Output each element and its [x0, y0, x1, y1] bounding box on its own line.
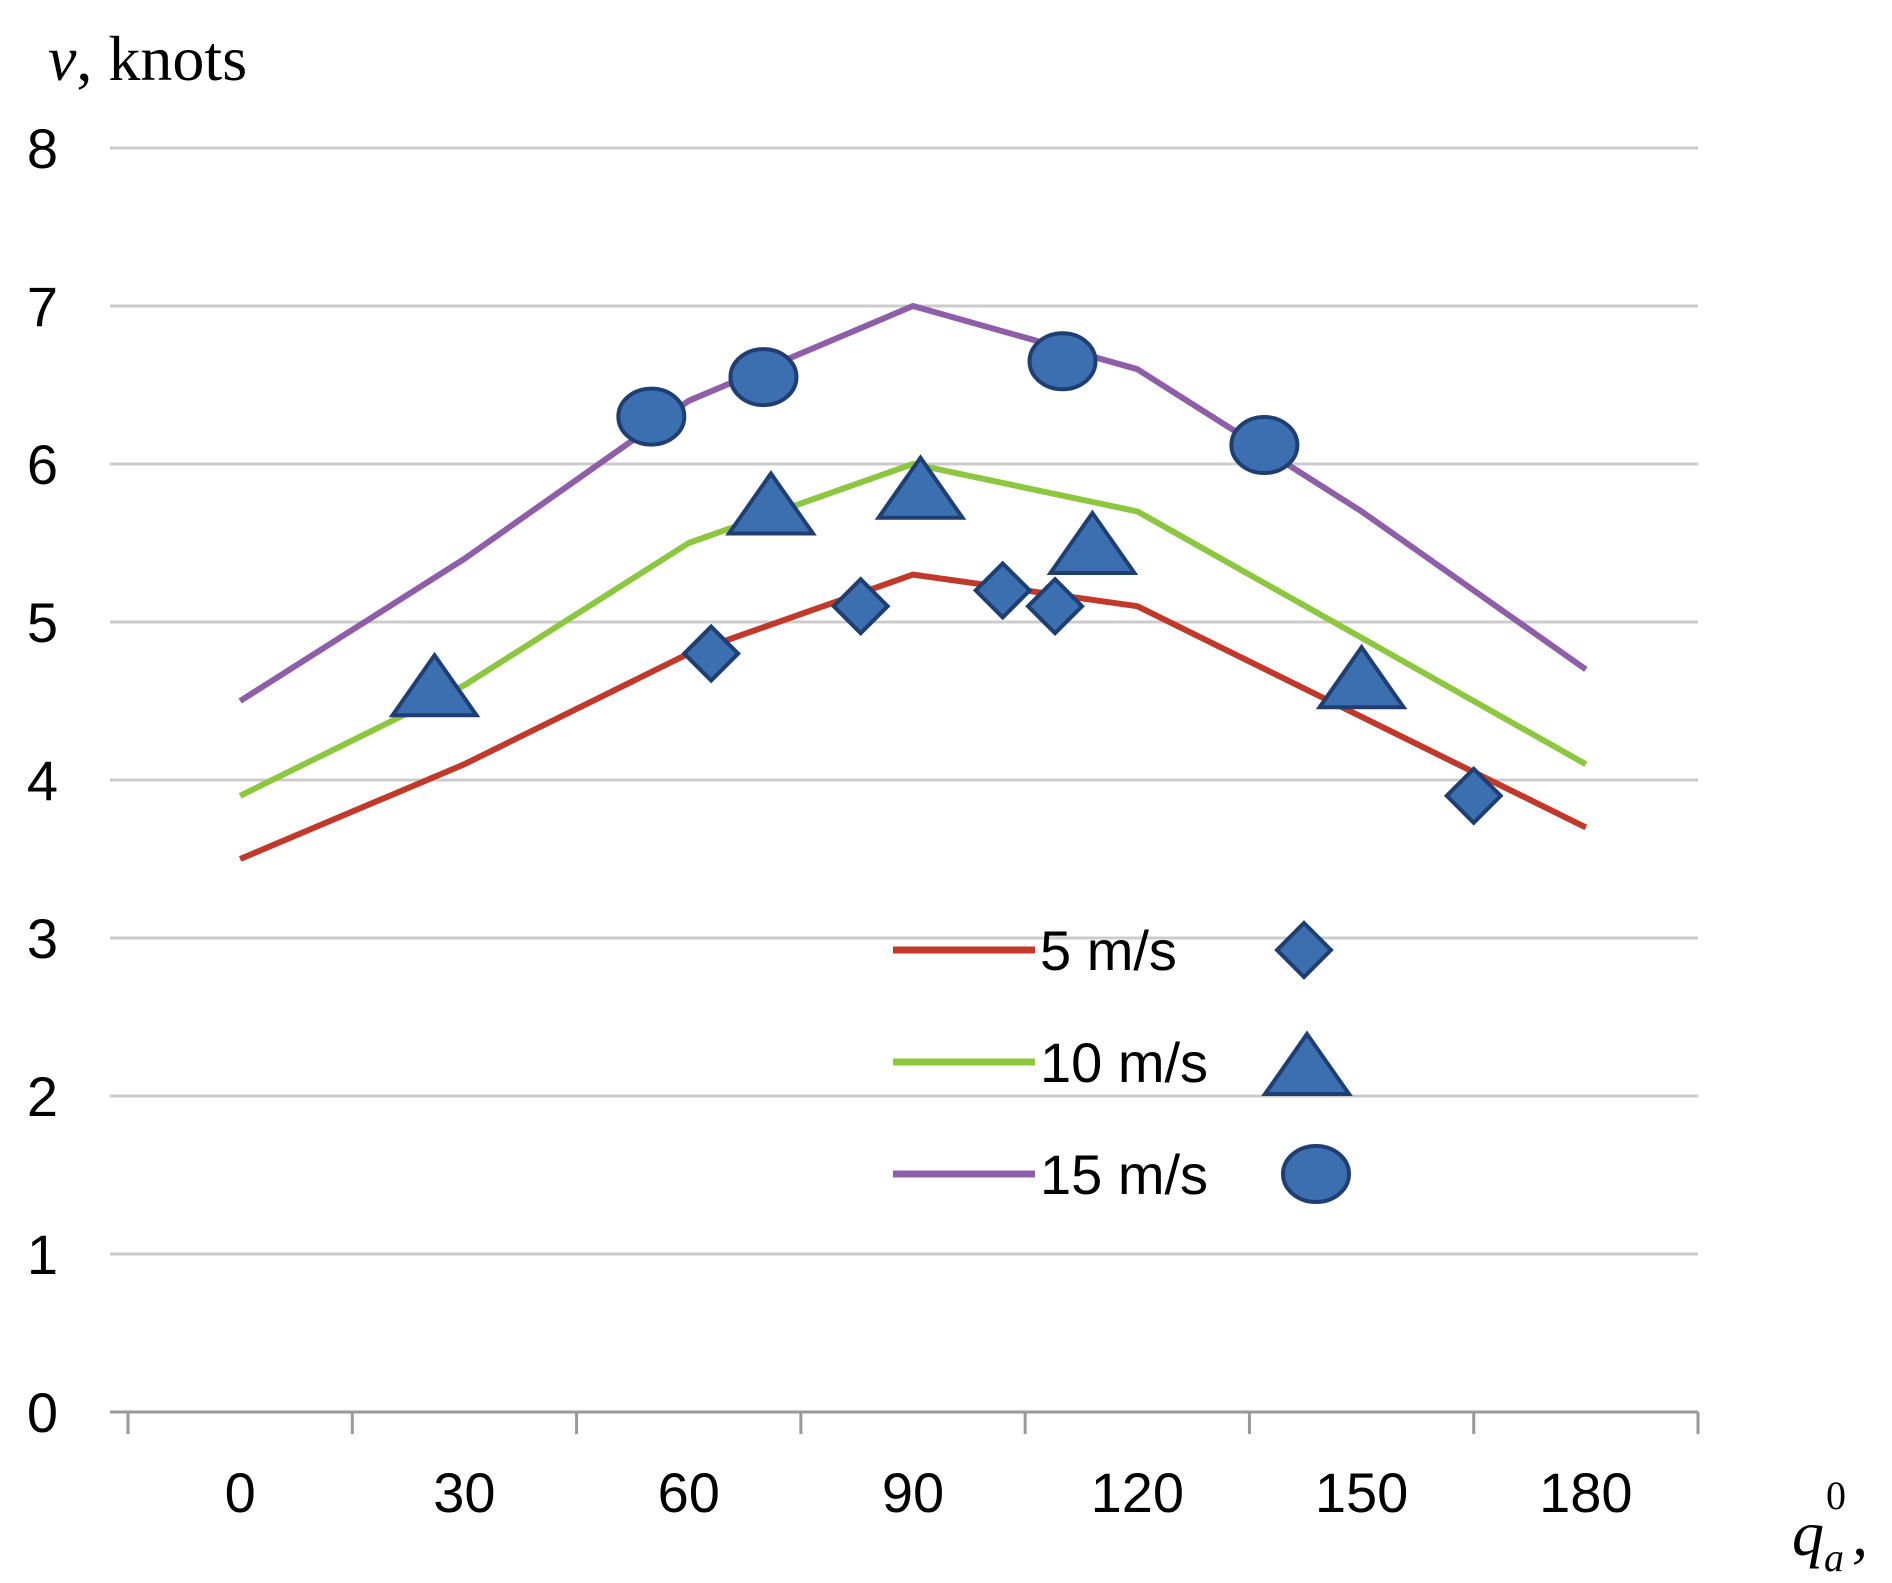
x-axis-label: qa 0, [1792, 1473, 1868, 1580]
series-line-2 [238, 461, 1588, 799]
series-2-marker [1315, 643, 1408, 710]
y-tick-labels: 0 1 2 3 4 5 6 7 8 [27, 117, 58, 1444]
x-tick-label-180: 180 [1539, 1461, 1632, 1524]
series-3-marker [1229, 415, 1300, 476]
legend-label-1: 5 m/s [1040, 919, 1177, 982]
legend-marker-1 [1274, 920, 1334, 980]
series-line-1 [238, 571, 1588, 862]
y-tick-label-5: 5 [27, 591, 58, 654]
series-markers [388, 331, 1504, 826]
series-1-marker [681, 623, 741, 684]
x-tick-label-120: 120 [1091, 1461, 1184, 1524]
legend-marker-3 [1281, 1144, 1351, 1204]
y-tick-label-8: 8 [27, 117, 58, 180]
y-axis-label: v, knots [48, 23, 247, 94]
y-axis-unit: , knots [76, 23, 247, 94]
x-tick-label-90: 90 [882, 1461, 944, 1524]
legend-marker-2 [1261, 1030, 1353, 1096]
x-axis-superscript: 0 [1826, 1473, 1846, 1518]
series-2-marker [1046, 509, 1139, 575]
x-tick-label-0: 0 [225, 1461, 256, 1524]
axes [110, 1410, 1700, 1434]
y-tick-label-3: 3 [27, 907, 58, 970]
series-lines [238, 303, 1588, 862]
series-3-marker [616, 386, 687, 447]
x-axis-variable: q [1792, 1498, 1824, 1569]
series-1-marker [830, 576, 891, 637]
x-axis-subscript: a [1824, 1535, 1844, 1580]
y-tick-label-4: 4 [27, 749, 58, 812]
series-2-marker [725, 470, 817, 536]
series-2-marker [388, 651, 481, 718]
series-1-marker [1443, 765, 1504, 826]
series-2-marker [874, 454, 967, 520]
x-tick-label-150: 150 [1315, 1461, 1408, 1524]
y-axis-variable: v [48, 23, 77, 94]
y-tick-label-0: 0 [27, 1381, 58, 1444]
x-tick-label-30: 30 [433, 1461, 495, 1524]
x-axis-suffix: , [1852, 1498, 1868, 1569]
series-line-3 [238, 303, 1588, 704]
y-tick-label-2: 2 [27, 1065, 58, 1128]
y-tick-label-1: 1 [27, 1223, 58, 1286]
legend: 5 m/s 10 m/s 15 m/s [893, 919, 1353, 1206]
legend-label-2: 10 m/s [1040, 1031, 1208, 1094]
gridlines [110, 146, 1698, 1256]
series-3-marker [1027, 331, 1098, 392]
y-tick-label-6: 6 [27, 433, 58, 496]
x-tick-labels: 0 30 60 90 120 150 180 [225, 1461, 1633, 1524]
series-3-marker [728, 347, 799, 408]
y-tick-label-7: 7 [27, 275, 58, 338]
series-1-marker [972, 560, 1033, 621]
series-1-marker [1025, 576, 1085, 637]
x-tick-label-60: 60 [658, 1461, 720, 1524]
legend-label-3: 15 m/s [1040, 1143, 1208, 1206]
